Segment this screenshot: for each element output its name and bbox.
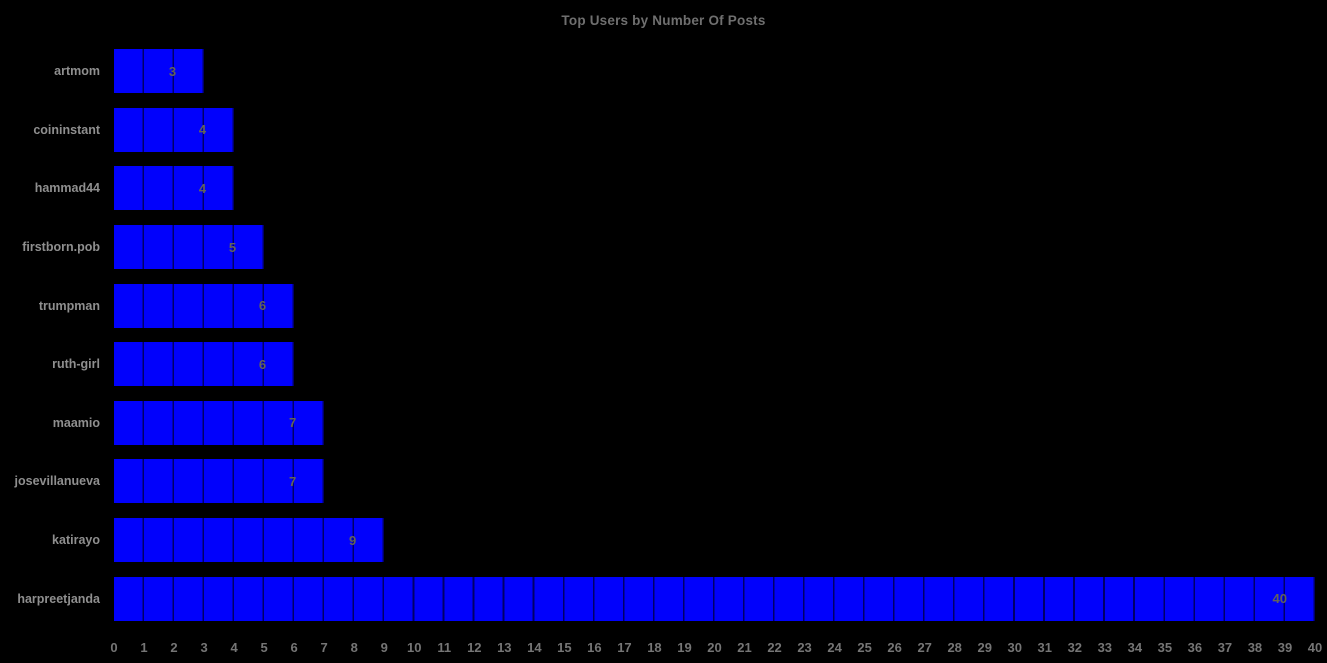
- bar-row: firstborn.pob 5: [22, 218, 1315, 277]
- bar-row: ruth-girl 6: [52, 335, 1315, 394]
- category-label: josevillanueva: [14, 474, 100, 489]
- x-axis-tick-label: 19: [677, 640, 692, 655]
- x-axis-tick-label: 33: [1097, 640, 1113, 655]
- x-axis-tick-label: 17: [617, 640, 632, 655]
- bar-row: harpreetjanda 40: [17, 569, 1315, 628]
- category-label: maamio: [52, 415, 100, 430]
- bar: 5: [114, 225, 265, 270]
- chart-title: Top Users by Number Of Posts: [561, 13, 766, 28]
- category-label: hammad44: [34, 181, 100, 196]
- x-axis-tick-label: 6: [290, 640, 298, 655]
- value-label: 4: [198, 180, 207, 196]
- x-axis-tick-label: 38: [1247, 640, 1263, 655]
- category-label: firstborn.pob: [22, 240, 100, 255]
- x-axis-tick-label: 29: [977, 640, 992, 655]
- value-label: 40: [1272, 591, 1287, 607]
- value-label: 6: [258, 298, 267, 314]
- bar: 9: [114, 518, 385, 563]
- x-axis-tick-label: 40: [1307, 640, 1323, 655]
- x-axis-tick-label: 16: [587, 640, 602, 655]
- x-axis-tick-label: 12: [467, 640, 482, 655]
- x-axis-tick-label: 0: [110, 640, 118, 655]
- category-label: trumpman: [38, 298, 100, 313]
- category-label: artmom: [54, 64, 100, 79]
- bar: 6: [114, 283, 295, 328]
- bar: 40: [114, 576, 1315, 621]
- bar-row: trumpman 6: [39, 276, 1315, 335]
- x-axis-tick-label: 9: [380, 640, 388, 655]
- bar-row: hammad44 4: [35, 159, 1315, 218]
- x-axis-tick-label: 3: [200, 640, 208, 655]
- x-axis-tick-label: 13: [497, 640, 512, 655]
- x-axis-tick-label: 7: [320, 640, 328, 655]
- x-axis-tick-label: 4: [230, 640, 238, 655]
- x-axis-tick-label: 36: [1187, 640, 1203, 655]
- x-axis-tick-label: 10: [407, 640, 422, 655]
- bar: 6: [114, 342, 295, 387]
- bar-row: artmom 3: [54, 42, 1315, 101]
- value-label: 6: [258, 356, 267, 372]
- value-label: 9: [348, 532, 357, 548]
- bar: 7: [114, 400, 325, 445]
- x-axis-tick-label: 30: [1007, 640, 1022, 655]
- bar: 7: [114, 459, 325, 504]
- x-axis-tick-label: 31: [1037, 640, 1052, 655]
- x-axis-tick-label: 5: [260, 640, 268, 655]
- value-label: 5: [228, 239, 237, 255]
- category-label: harpreetjanda: [17, 591, 100, 606]
- x-axis-tick-label: 11: [437, 640, 452, 655]
- x-axis-tick-label: 34: [1127, 640, 1143, 655]
- value-label: 4: [198, 122, 207, 138]
- bar-row: josevillanueva 7: [15, 452, 1315, 511]
- bar-row: maamio 7: [53, 394, 1315, 453]
- value-label: 3: [168, 63, 177, 79]
- category-label: ruth-girl: [52, 357, 100, 372]
- x-axis-tick-label: 20: [707, 640, 722, 655]
- bar: 4: [114, 166, 235, 211]
- x-axis-tick-label: 28: [947, 640, 962, 655]
- x-axis-tick-label: 37: [1217, 640, 1233, 655]
- x-axis-tick-label: 8: [350, 640, 358, 655]
- x-axis-tick-label: 24: [827, 640, 842, 655]
- x-axis-tick-label: 14: [527, 640, 542, 655]
- x-axis-tick-label: 22: [767, 640, 782, 655]
- category-label: katirayo: [52, 533, 100, 548]
- x-axis-tick-label: 23: [797, 640, 812, 655]
- x-axis-tick-label: 21: [737, 640, 752, 655]
- bar: 4: [114, 107, 235, 152]
- value-label: 7: [288, 415, 297, 431]
- x-axis-tick-label: 1: [140, 640, 148, 655]
- value-label: 7: [288, 473, 297, 489]
- x-axis-tick-label: 39: [1277, 640, 1293, 655]
- x-axis-tick-label: 18: [647, 640, 662, 655]
- x-axis-tick-label: 2: [170, 640, 178, 655]
- x-axis-tick-label: 26: [887, 640, 902, 655]
- x-axis-tick-label: 35: [1157, 640, 1173, 655]
- x-axis-tick-label: 15: [557, 640, 572, 655]
- x-axis-tick-label: 32: [1067, 640, 1083, 655]
- category-label: coininstant: [33, 122, 100, 137]
- x-axis-tick-label: 25: [857, 640, 872, 655]
- plot-area: artmom 3 coininstant 4 hammad44 4 firstborn.po…: [15, 42, 1315, 629]
- bar: 3: [114, 49, 205, 94]
- x-axis-tick-label: 27: [917, 640, 932, 655]
- bar-row: coininstant 4: [33, 101, 1315, 160]
- bar-row: katirayo 9: [52, 511, 1315, 570]
